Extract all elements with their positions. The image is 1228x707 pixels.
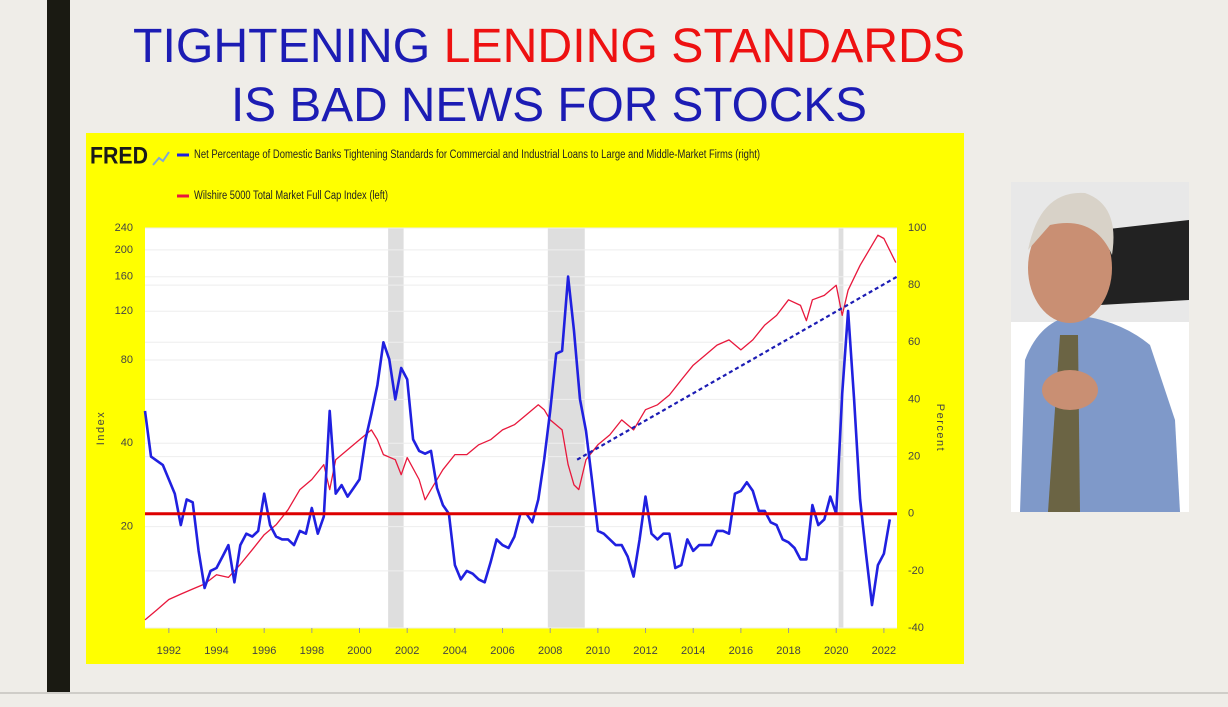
x-tick-label: 2010 [586,645,610,657]
x-tick-label: 2018 [776,645,800,657]
x-tick-label: 1994 [204,645,228,657]
photo-hand [1042,370,1098,410]
y-tick-label: 200 [115,244,133,256]
x-tick-label: 2002 [395,645,419,657]
x-tick-label: 1998 [300,645,324,657]
x-tick-label: 1992 [157,645,181,657]
y-tick-label: 80 [121,354,133,366]
x-tick-label: 2004 [443,645,467,657]
x-tick-label: 2012 [633,645,657,657]
x-tick-label: 2020 [824,645,848,657]
plot-area [145,228,897,628]
x-tick-label: 2014 [681,645,705,657]
x-tick-label: 2008 [538,645,562,657]
photo-face [1028,213,1112,323]
title-part: TIGHTENING [133,20,444,73]
legend-label: Wilshire 5000 Total Market Full Cap Inde… [194,190,388,202]
photo-sign [1100,220,1189,305]
y2-tick-label: -40 [908,622,924,634]
photo-hair [1028,192,1114,255]
photo [1011,182,1189,512]
y-tick-label: 20 [121,520,133,532]
y2-tick-label: -20 [908,565,924,577]
y-tick-label: 40 [121,437,133,449]
y2-tick-label: 80 [908,279,920,291]
x-tick-label: 2006 [490,645,514,657]
x-tick-label: 1996 [252,645,276,657]
fred-logo: FRED [90,142,148,169]
x-tick-label: 2016 [729,645,753,657]
y2-tick-label: 0 [908,508,914,520]
recession-band [388,228,404,628]
x-tick-label: 2000 [347,645,371,657]
y2-tick-label: 20 [908,450,920,462]
legend-label: Net Percentage of Domestic Banks Tighten… [194,149,760,161]
y2-tick-label: 60 [908,336,920,348]
y2-tick-label: 40 [908,393,920,405]
y2-axis-label: Percent [934,404,946,452]
y-tick-label: 120 [115,305,133,317]
plot: 20 40 80 120 160 200 240 -40 -20 0 20 40 60 80 100 1992… [115,149,927,657]
title-line-2: IS BAD NEWS FOR STOCKS [231,79,867,132]
trend-line [576,275,898,461]
title-part: LENDING STANDARDS [444,20,965,73]
title-part: IS BAD NEWS FOR STOCKS [231,79,867,132]
side-bar [47,0,70,692]
x-tick-label: 2022 [872,645,896,657]
y-axis-label: Index [95,411,107,445]
series-line [144,234,897,621]
y-tick-label: 160 [115,271,133,283]
y-tick-label: 240 [115,222,133,234]
y2-tick-label: 100 [908,222,926,234]
logo-icon [152,151,170,166]
title-line-1: TIGHTENING LENDING STANDARDS [133,20,965,73]
